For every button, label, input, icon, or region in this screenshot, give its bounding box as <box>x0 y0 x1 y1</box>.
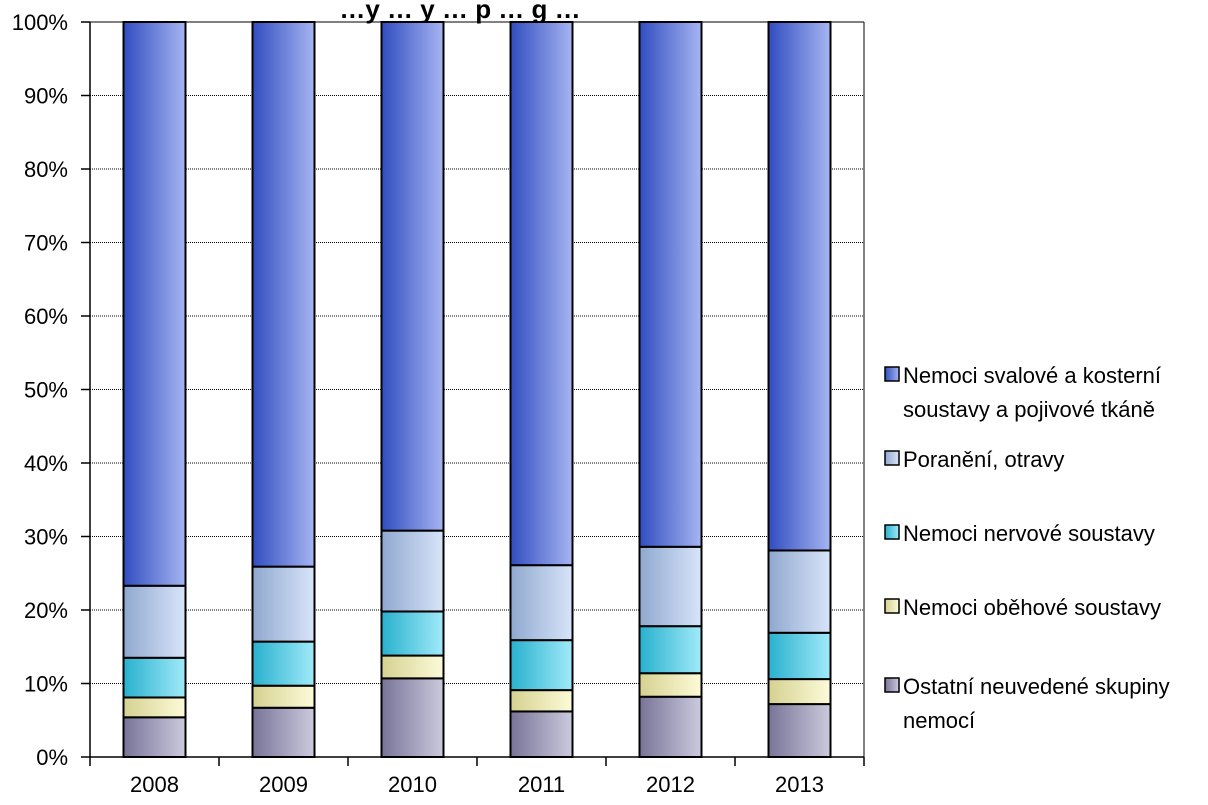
bar-segment <box>767 678 832 706</box>
bar-segment <box>251 640 316 687</box>
bar-segment <box>767 549 832 634</box>
y-tick-label: 90% <box>24 84 68 109</box>
legend-label: soustavy a pojivové tkáně <box>903 397 1155 422</box>
axes: 0% 10% 20% 30% 40% 50% 60% 70% 80% 90% 100% 2008 200… <box>12 10 865 797</box>
y-tick-label: 80% <box>24 157 68 182</box>
x-tick-label: 2008 <box>130 772 179 797</box>
bar-segment <box>767 703 832 759</box>
chart-title: …y … y … p … g … <box>339 0 580 24</box>
bar-segment <box>767 631 832 681</box>
bars <box>122 21 832 759</box>
bar-segment <box>638 695 703 758</box>
x-tick-label: 2009 <box>259 772 308 797</box>
y-tick-label: 0% <box>36 745 68 770</box>
legend-label: nemocí <box>903 708 975 733</box>
bar-segment <box>122 656 187 699</box>
bar-segment <box>380 21 445 532</box>
legend-label: Poranění, otravy <box>903 447 1064 472</box>
grid-lines <box>90 21 864 684</box>
bar-segment <box>251 21 316 568</box>
bar-stack-2011 <box>509 21 574 758</box>
x-tick-label: 2013 <box>775 772 824 797</box>
legend-label: Ostatní neuvedené skupiny <box>903 674 1170 699</box>
x-tick-label: 2010 <box>388 772 437 797</box>
y-tick-label: 40% <box>24 451 68 476</box>
bar-segment <box>251 684 316 709</box>
bar-segment <box>509 21 574 567</box>
bar-segment <box>380 529 445 613</box>
bar-segment <box>380 677 445 758</box>
bar-segment <box>122 584 187 659</box>
bar-segment <box>380 610 445 657</box>
bar-stack-2012 <box>638 21 703 758</box>
bar-segment <box>509 710 574 758</box>
legend-swatch <box>884 524 900 540</box>
bar-stack-2013 <box>767 21 832 759</box>
legend-item: Ostatní neuvedené skupiny nemocí <box>884 674 1170 733</box>
bar-stack-2010 <box>380 21 445 758</box>
legend-item: Poranění, otravy <box>884 447 1064 472</box>
bar-segment <box>767 21 832 552</box>
y-tick-label: 10% <box>24 672 68 697</box>
bar-segment <box>509 639 574 692</box>
y-tick-label: 50% <box>24 378 68 403</box>
y-tick-label: 60% <box>24 304 68 329</box>
y-tick-label: 70% <box>24 231 68 256</box>
bar-stack-2008 <box>122 21 187 758</box>
legend-item: Nemoci svalové a kosterní soustavy a poji… <box>884 363 1161 422</box>
legend-label: Nemoci oběhové soustavy <box>903 595 1161 620</box>
bar-segment <box>638 545 703 628</box>
legend-item: Nemoci nervové soustavy <box>884 521 1155 546</box>
bar-segment <box>638 625 703 675</box>
bar-segment <box>638 672 703 698</box>
legend-swatch <box>884 366 900 382</box>
bar-segment <box>638 21 703 548</box>
x-tick-label: 2011 <box>518 772 565 797</box>
legend-item: Nemoci oběhové soustavy <box>884 595 1161 620</box>
y-tick-label: 100% <box>12 10 68 35</box>
legend-label: Nemoci nervové soustavy <box>903 521 1155 546</box>
legend-swatch <box>884 677 900 693</box>
legend-label: Nemoci svalové a kosterní <box>903 363 1161 388</box>
bar-segment <box>509 564 574 642</box>
x-tick-label: 2012 <box>646 772 695 797</box>
y-tick-label: 20% <box>24 598 68 623</box>
bar-segment <box>122 21 187 587</box>
legend: Nemoci svalové a kosterní soustavy a poji… <box>884 363 1170 733</box>
bar-segment <box>251 565 316 643</box>
bar-segment <box>122 696 187 719</box>
legend-swatch <box>884 598 900 614</box>
bar-segment <box>122 716 187 758</box>
y-tick-label: 30% <box>24 525 68 550</box>
bar-segment <box>251 706 316 759</box>
bar-segment <box>509 689 574 713</box>
legend-swatch <box>884 450 900 466</box>
bar-segment <box>380 654 445 680</box>
bar-stack-2009 <box>251 21 316 759</box>
